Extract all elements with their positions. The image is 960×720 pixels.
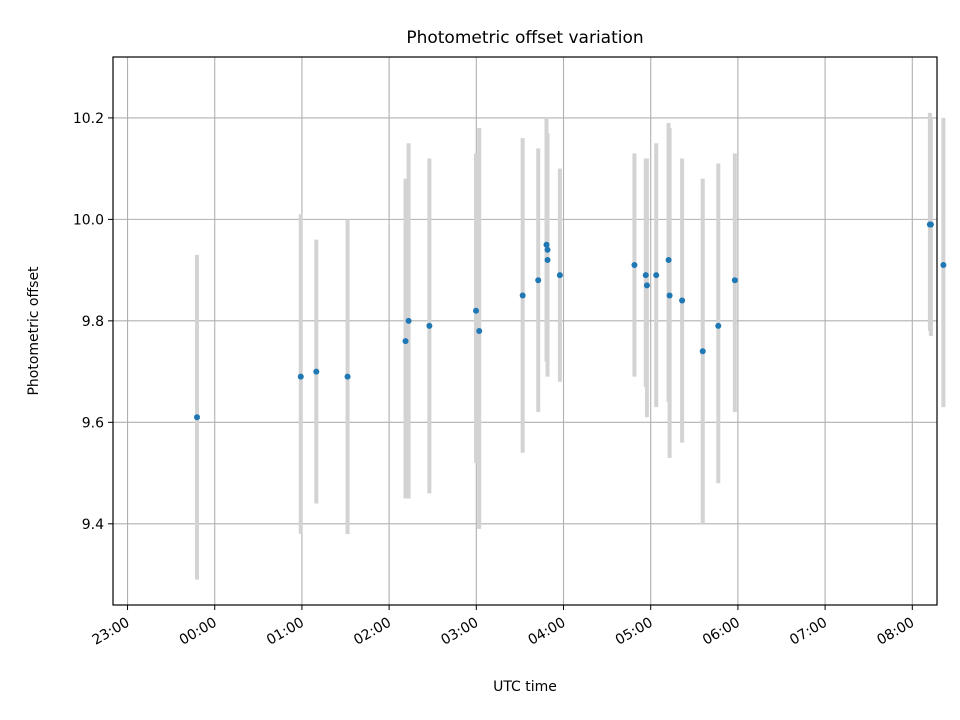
x-tick-label: 01:00 xyxy=(264,615,307,649)
data-point xyxy=(544,256,551,263)
y-tick-label: 9.8 xyxy=(82,314,104,330)
data-point xyxy=(643,282,650,289)
grid xyxy=(113,57,937,605)
data-point xyxy=(405,317,412,324)
data-point xyxy=(473,307,480,314)
data-point xyxy=(940,262,947,269)
data-point xyxy=(344,373,351,380)
data-point xyxy=(313,368,320,375)
x-axis-ticks: 23:00 00:00 01:00 02:00 03:00 04:00 05:00 06:00… xyxy=(90,605,917,649)
error-bars xyxy=(194,112,946,580)
x-tick-label: 23:00 xyxy=(90,615,133,649)
x-tick-label: 00:00 xyxy=(177,615,220,649)
chart-title: Photometric offset variation xyxy=(406,28,643,48)
data-point xyxy=(666,292,673,299)
data-point xyxy=(927,221,934,228)
data-point xyxy=(731,277,738,284)
data-point xyxy=(642,272,649,279)
data-point xyxy=(402,338,409,345)
plot-frame xyxy=(112,56,938,606)
data-point xyxy=(519,292,526,299)
data-point xyxy=(631,262,638,269)
x-tick-label: 08:00 xyxy=(874,615,917,649)
data-point xyxy=(476,328,483,334)
data-point xyxy=(679,297,686,304)
data-point xyxy=(544,246,551,253)
data-point xyxy=(556,272,563,279)
x-axis-label: UTC time xyxy=(493,679,557,695)
y-tick-label: 9.4 xyxy=(82,517,104,533)
x-tick-label: 05:00 xyxy=(613,615,656,649)
x-tick-label: 03:00 xyxy=(438,615,481,649)
data-point xyxy=(543,241,550,248)
x-tick-label: 07:00 xyxy=(787,615,830,649)
data-point xyxy=(297,373,304,380)
data-point xyxy=(193,414,200,421)
data-point xyxy=(426,322,433,329)
y-axis-label: Photometric offset xyxy=(26,266,42,396)
y-tick-label: 10.2 xyxy=(73,111,104,127)
x-tick-label: 04:00 xyxy=(526,615,569,649)
data-point xyxy=(715,322,722,329)
data-points xyxy=(193,221,947,421)
y-tick-label: 10.0 xyxy=(73,212,104,228)
x-tick-label: 02:00 xyxy=(351,615,394,649)
x-tick-label: 06:00 xyxy=(700,615,743,649)
data-point xyxy=(665,256,672,263)
y-tick-label: 9.6 xyxy=(82,415,104,431)
y-axis-ticks: 9.4 9.6 9.8 10.0 10.2 xyxy=(73,111,113,533)
data-point xyxy=(699,348,706,355)
data-point xyxy=(653,272,660,279)
data-point xyxy=(535,277,542,284)
